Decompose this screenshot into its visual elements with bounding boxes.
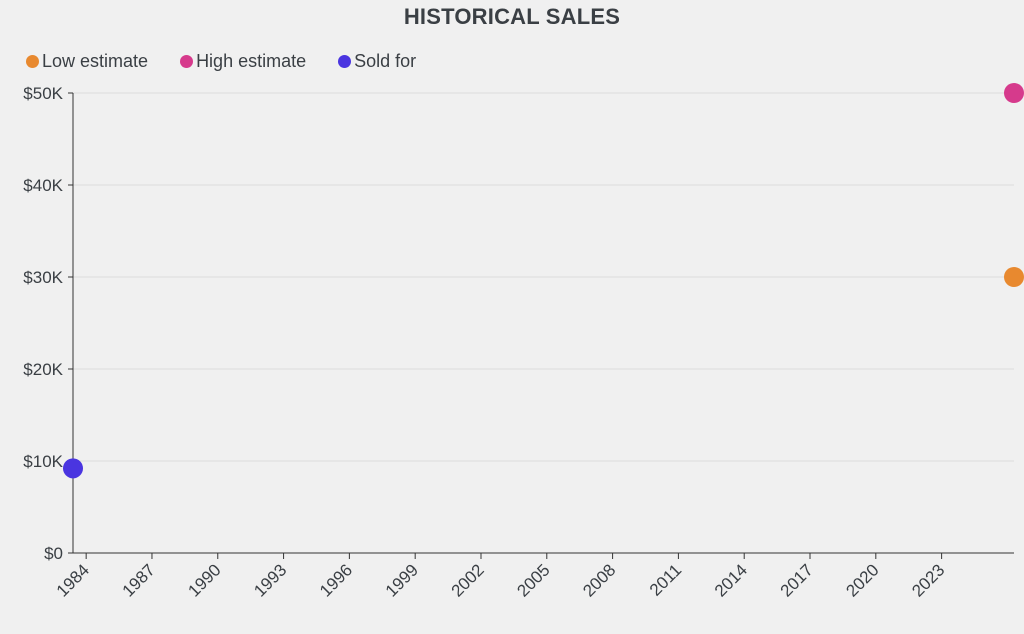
legend-item-low-estimate[interactable]: Low estimate — [26, 51, 148, 72]
x-tick-label: 2005 — [513, 560, 553, 600]
y-tick-label: $30K — [23, 268, 63, 287]
x-tick-label: 2014 — [711, 560, 751, 600]
x-tick-label: 2011 — [646, 560, 685, 599]
legend-item-high-estimate[interactable]: High estimate — [180, 51, 306, 72]
point-sold-for — [63, 458, 83, 479]
legend-swatch-high-estimate — [180, 55, 194, 68]
x-tick-label: 2002 — [448, 560, 488, 600]
point-low-estimate — [1004, 267, 1024, 287]
legend: Low estimate High estimate Sold for — [26, 51, 416, 72]
x-tick-label: 2017 — [777, 560, 817, 600]
y-tick-label: $40K — [23, 176, 63, 195]
legend-item-sold-for[interactable]: Sold for — [338, 51, 416, 72]
point-high-estimate — [1004, 83, 1024, 103]
legend-swatch-low-estimate — [26, 55, 39, 68]
x-tick-label: 1990 — [184, 560, 224, 600]
legend-label-low-estimate: Low estimate — [42, 51, 149, 71]
x-tick-label: 1987 — [119, 560, 159, 600]
y-tick-label: $10K — [23, 452, 63, 471]
x-tick-label: 2023 — [908, 560, 948, 600]
x-tick-label: 1984 — [53, 560, 93, 600]
y-tick-label: $20K — [23, 360, 63, 379]
x-tick-label: 1993 — [250, 560, 290, 600]
x-tick-label: 2008 — [579, 560, 619, 600]
x-tick-label: 2020 — [842, 560, 882, 600]
chart-title: HISTORICAL SALES — [403, 4, 621, 29]
y-tick-label: $50K — [23, 84, 63, 103]
legend-swatch-sold-for — [338, 55, 352, 68]
x-tick-label: 1999 — [382, 560, 422, 600]
y-tick-label: $0 — [44, 544, 63, 563]
legend-label-high-estimate: High estimate — [196, 51, 307, 71]
x-tick-label: 1996 — [316, 560, 356, 600]
legend-label-sold-for: Sold for — [354, 51, 417, 71]
